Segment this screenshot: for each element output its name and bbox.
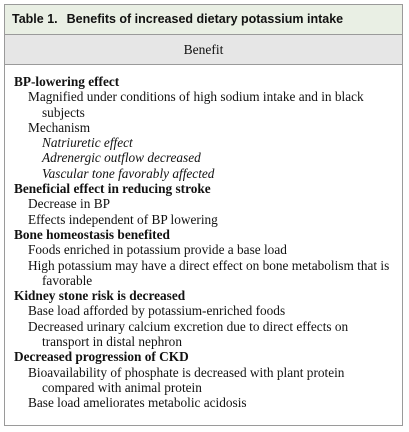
sub-item: Vascular tone favorably affected <box>42 165 215 181</box>
item: Decreased urinary calcium excretion due … <box>28 318 349 350</box>
section-heading: Beneficial effect in reducing stroke <box>14 181 211 197</box>
item: Magnified under conditions of high sodiu… <box>28 89 364 120</box>
table-title: Benefits of increased dietary potassium … <box>66 12 344 26</box>
section-heading: Bone homeostasis benefited <box>14 226 170 242</box>
section-heading: Kidney stone risk is decreased <box>14 288 186 304</box>
item: Base load afforded by potassium-enriched… <box>28 303 286 319</box>
section-heading: BP-lowering effect <box>14 74 120 89</box>
item: High potassium may have a direct effect … <box>28 257 390 288</box>
table: Table 1. Benefits of increased dietary po… <box>4 4 403 426</box>
item: Effects independent of BP lowering <box>28 211 218 227</box>
column-header: Benefit <box>5 35 402 65</box>
table-body: BP-lowering effect Magnified under condit… <box>5 65 402 411</box>
item: Mechanism <box>28 119 91 135</box>
table-title-bar: Table 1. Benefits of increased dietary po… <box>5 5 402 35</box>
section-heading: Decreased progression of CKD <box>14 349 189 365</box>
item: Decrease in BP <box>28 196 110 212</box>
sub-item: Natriuretic effect <box>42 135 133 151</box>
item: Bioavailability of phosphate is decrease… <box>28 364 345 395</box>
table-label: Table 1. <box>12 12 58 26</box>
item: Foods enriched in potassium provide a ba… <box>28 242 287 258</box>
item: Base load ameliorates metabolic acidosis <box>28 395 247 411</box>
sub-item: Adrenergic outflow decreased <box>42 150 201 166</box>
